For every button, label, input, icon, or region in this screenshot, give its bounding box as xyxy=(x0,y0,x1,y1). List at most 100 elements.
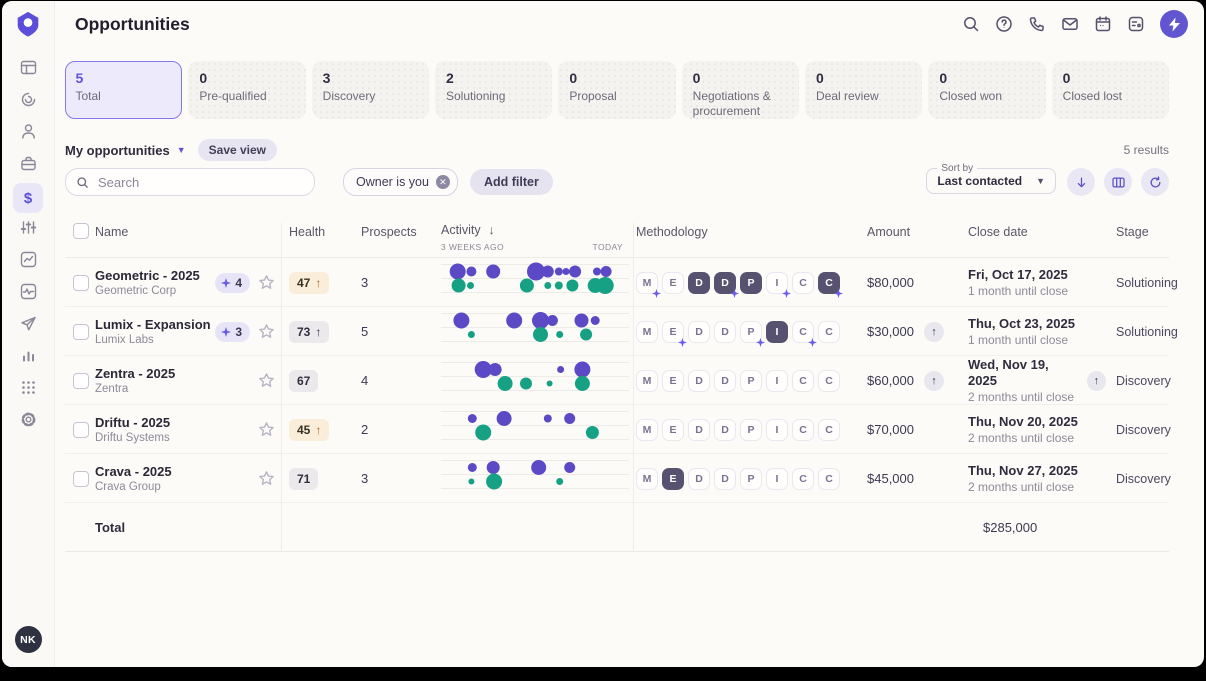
methodology-letter[interactable]: C xyxy=(818,271,843,298)
methodology-letter[interactable]: P xyxy=(740,418,762,441)
methodology-letter[interactable]: P xyxy=(740,369,762,392)
search-input-box[interactable] xyxy=(65,168,315,196)
opportunity-name-block[interactable]: Crava - 2025 Crava Group xyxy=(95,464,258,494)
view-selector[interactable]: My opportunities ▼ xyxy=(65,143,186,158)
table-row[interactable]: Crava - 2025 Crava Group 71 3 M E D D P I C C $45,00… xyxy=(65,454,1171,503)
methodology-letter[interactable]: D xyxy=(714,271,739,298)
col-header-prospects[interactable]: Prospects xyxy=(361,225,417,239)
methodology-letter[interactable]: C xyxy=(818,467,840,490)
stage-card[interactable]: 0 Closed lost xyxy=(1051,61,1169,119)
methodology-letter[interactable]: E xyxy=(662,418,684,441)
stage-card[interactable]: 5 Total xyxy=(65,61,183,119)
table-row[interactable]: Geometric - 2025 Geometric Corp 4 47 ↑ 3 M E D D P… xyxy=(65,258,1178,307)
methodology-letter[interactable]: D xyxy=(714,320,736,343)
methodology-letter[interactable]: P xyxy=(740,320,765,347)
methodology-letter[interactable]: C xyxy=(792,467,814,490)
col-header-activity[interactable]: Activity xyxy=(441,223,481,237)
methodology-letter[interactable]: P xyxy=(740,271,762,294)
methodology-letter[interactable]: M xyxy=(636,271,661,298)
sidebar-item-people[interactable] xyxy=(13,119,43,149)
methodology-letter[interactable]: D xyxy=(714,467,736,490)
filter-chip-owner[interactable]: Owner is you ✕ xyxy=(343,168,458,196)
stage-card[interactable]: 0 Deal review xyxy=(805,61,923,119)
table-row[interactable]: Lumix - Expansion Lumix Labs 3 73 ↑ 5 M E D D P I C C… xyxy=(65,307,1178,356)
sidebar-item-chart-report[interactable] xyxy=(13,247,43,277)
mail-icon[interactable] xyxy=(1061,15,1079,33)
row-checkbox[interactable] xyxy=(73,274,89,291)
search-input[interactable] xyxy=(96,173,304,191)
methodology-letter[interactable]: E xyxy=(662,467,684,490)
star-icon[interactable] xyxy=(258,470,275,487)
methodology-letter[interactable]: M xyxy=(636,320,658,343)
shortcuts-icon[interactable] xyxy=(1127,15,1145,33)
col-header-stage[interactable]: Stage xyxy=(1116,225,1149,239)
search-icon[interactable] xyxy=(962,15,980,33)
sidebar-item-send[interactable] xyxy=(13,311,43,341)
phone-icon[interactable] xyxy=(1028,15,1046,33)
row-checkbox[interactable] xyxy=(73,421,89,438)
methodology-letter[interactable]: D xyxy=(714,418,736,441)
help-icon[interactable] xyxy=(995,15,1013,33)
methodology-letter[interactable]: I xyxy=(766,271,791,298)
methodology-letter[interactable]: E xyxy=(662,320,687,347)
save-view-button[interactable]: Save view xyxy=(197,139,278,161)
select-all-checkbox[interactable] xyxy=(73,223,89,239)
opportunity-name-block[interactable]: Lumix - Expansion Lumix Labs xyxy=(95,317,215,347)
methodology-letter[interactable]: D xyxy=(688,320,710,343)
star-icon[interactable] xyxy=(258,274,275,291)
methodology-letter[interactable]: C xyxy=(818,369,840,392)
methodology-letter[interactable]: I xyxy=(766,320,788,343)
sidebar-item-bar-chart[interactable] xyxy=(13,343,43,373)
methodology-letter[interactable]: C xyxy=(818,418,840,441)
sort-direction-button[interactable] xyxy=(1067,168,1095,196)
methodology-letter[interactable]: M xyxy=(636,467,658,490)
methodology-letter[interactable]: D xyxy=(688,271,710,294)
sidebar-item-settings[interactable] xyxy=(13,407,43,437)
stage-card[interactable]: 0 Negotiations & procurement xyxy=(681,61,799,119)
add-filter-button[interactable]: Add filter xyxy=(469,169,553,195)
opportunity-name-block[interactable]: Zentra - 2025 Zentra xyxy=(95,366,258,396)
methodology-letter[interactable]: D xyxy=(688,467,710,490)
col-header-amount[interactable]: Amount xyxy=(867,225,911,239)
methodology-letter[interactable]: C xyxy=(792,320,817,347)
methodology-letter[interactable]: C xyxy=(818,320,840,343)
sidebar-item-companies[interactable] xyxy=(13,151,43,181)
methodology-letter[interactable]: P xyxy=(740,467,762,490)
row-checkbox[interactable] xyxy=(73,372,89,389)
stage-card[interactable]: 3 Discovery xyxy=(311,61,429,119)
close-icon[interactable]: ✕ xyxy=(435,175,450,189)
methodology-letter[interactable]: M xyxy=(636,418,658,441)
stage-card[interactable]: 0 Proposal xyxy=(558,61,676,119)
row-checkbox[interactable] xyxy=(73,323,89,340)
star-icon[interactable] xyxy=(258,323,275,340)
stage-card[interactable]: 2 Solutioning xyxy=(435,61,553,119)
opportunity-name-block[interactable]: Geometric - 2025 Geometric Corp xyxy=(95,268,215,298)
table-row[interactable]: Driftu - 2025 Driftu Systems 45 ↑ 2 M E D D P I C C $… xyxy=(65,405,1171,454)
table-row[interactable]: Zentra - 2025 Zentra 67 4 M E D D P I C C $60,000 ↑ We… xyxy=(65,356,1171,405)
sidebar-item-deals[interactable]: $ xyxy=(13,183,43,213)
sort-select[interactable]: Sort by Last contacted ▼ xyxy=(926,163,1056,194)
methodology-letter[interactable]: E xyxy=(662,369,684,392)
lightning-button[interactable] xyxy=(1160,10,1188,38)
star-icon[interactable] xyxy=(258,421,275,438)
calendar-icon[interactable] xyxy=(1094,15,1112,33)
sidebar-item-media[interactable] xyxy=(13,279,43,309)
methodology-letter[interactable]: C xyxy=(792,271,814,294)
columns-button[interactable] xyxy=(1104,168,1132,196)
opportunity-name-block[interactable]: Driftu - 2025 Driftu Systems xyxy=(95,415,258,445)
sidebar-item-tuning[interactable] xyxy=(13,215,43,245)
sidebar-item-apps[interactable] xyxy=(13,375,43,405)
refresh-button[interactable] xyxy=(1141,168,1169,196)
methodology-letter[interactable]: C xyxy=(792,369,814,392)
star-icon[interactable] xyxy=(258,372,275,389)
methodology-letter[interactable]: D xyxy=(688,418,710,441)
col-header-name[interactable]: Name xyxy=(95,225,129,239)
col-header-methodology[interactable]: Methodology xyxy=(636,225,708,239)
methodology-letter[interactable]: I xyxy=(766,418,788,441)
methodology-letter[interactable]: C xyxy=(792,418,814,441)
col-header-close-date[interactable]: Close date xyxy=(968,225,1028,239)
row-checkbox[interactable] xyxy=(73,470,89,487)
methodology-letter[interactable]: I xyxy=(766,467,788,490)
methodology-letter[interactable]: M xyxy=(636,369,658,392)
stage-card[interactable]: 0 Closed won xyxy=(928,61,1046,119)
